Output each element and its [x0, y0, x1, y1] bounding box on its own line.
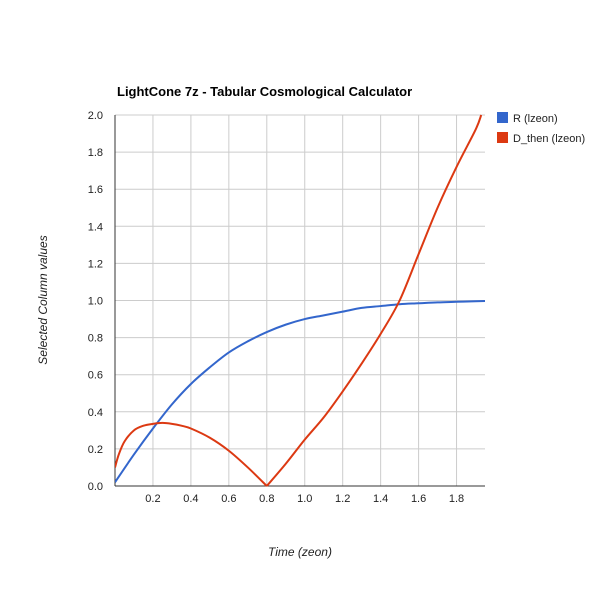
y-tick-label: 1.2 [88, 258, 103, 270]
grid [115, 114, 485, 487]
x-tick-label: 0.6 [221, 493, 236, 505]
y-tick-label: 2.0 [88, 110, 103, 122]
tick-labels: 0.0 0.2 0.4 0.6 0.8 1.0 1.2 1.4 1.6 1.8 2.0 0.2 0.4 0… [88, 110, 464, 505]
y-tick-label: 1.8 [88, 147, 103, 159]
x-tick-label: 1.0 [297, 493, 312, 505]
legend-swatch [497, 112, 508, 123]
legend-swatch [497, 132, 508, 143]
y-tick-label: 1.4 [88, 221, 103, 233]
x-axis-title: Time (zeon) [268, 545, 332, 559]
x-tick-label: 0.2 [145, 493, 160, 505]
x-tick-label: 0.4 [183, 493, 198, 505]
y-axis-title: Selected Column values [36, 235, 50, 364]
y-tick-label: 0.4 [88, 407, 103, 419]
y-tick-label: 1.6 [88, 184, 103, 196]
legend-label: D_then (lzeon) [513, 133, 585, 145]
series-line-d-then-part-1 [115, 421, 268, 487]
y-tick-label: 0.6 [88, 370, 103, 382]
series-line-r [115, 300, 485, 483]
legend-label: R (lzeon) [513, 113, 558, 125]
series-layer [115, 114, 485, 487]
series-line-d-then-part-2 [266, 114, 483, 487]
y-tick-label: 0.8 [88, 333, 103, 345]
y-tick-label: 1.0 [88, 296, 103, 308]
legend: R (lzeon) D_then (lzeon) [497, 112, 585, 145]
y-tick-label: 0.0 [88, 481, 103, 493]
x-tick-label: 1.4 [373, 493, 388, 505]
x-tick-label: 1.6 [411, 493, 426, 505]
y-tick-label: 0.2 [88, 444, 103, 456]
x-tick-label: 1.2 [335, 493, 350, 505]
chart-title: LightCone 7z - Tabular Cosmological Calc… [117, 84, 412, 99]
x-tick-label: 1.8 [449, 493, 464, 505]
axes [114, 115, 485, 487]
x-tick-label: 0.8 [259, 493, 274, 505]
